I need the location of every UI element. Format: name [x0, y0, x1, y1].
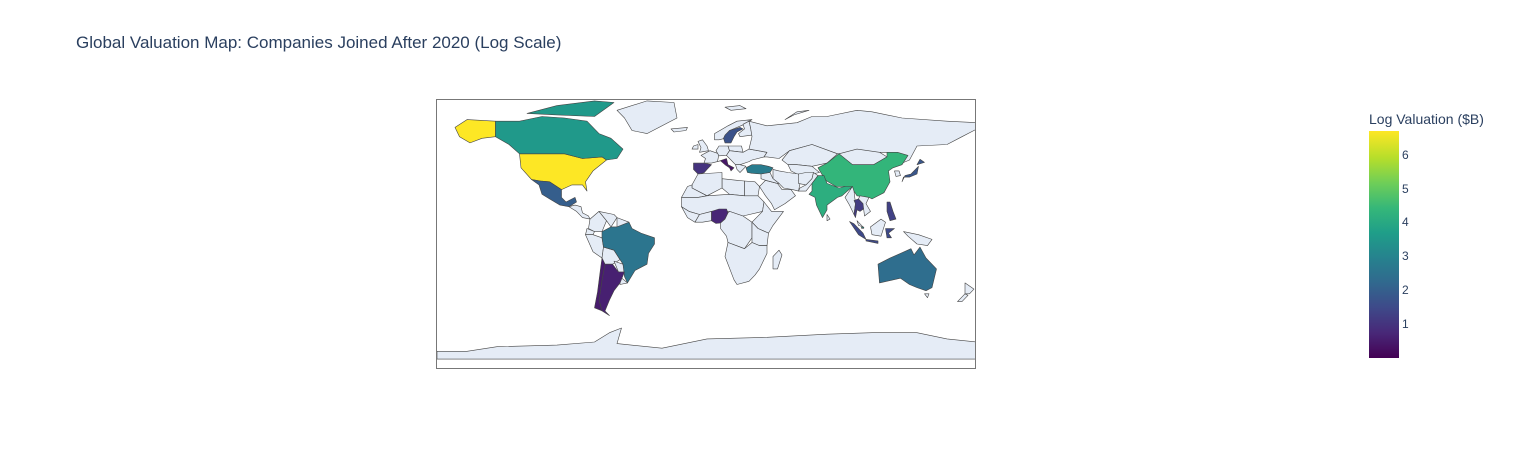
- country-alaska[interactable]: [454, 119, 496, 144]
- country-iceland: [670, 127, 688, 133]
- country-pakistan: [798, 172, 819, 192]
- country-hokkaido[interactable]: [916, 158, 925, 165]
- country-egypt: [744, 180, 760, 197]
- country-canada[interactable]: [495, 116, 624, 161]
- colorbar-tick-label: 3: [1402, 249, 1409, 264]
- colorbar-tick-label: 6: [1402, 147, 1409, 162]
- colorbar-tick-label: 4: [1402, 215, 1409, 230]
- colorbar-title: Log Valuation ($B): [1369, 111, 1484, 127]
- country-sulawesi[interactable]: [885, 228, 895, 239]
- colorbar-tick-label: 5: [1402, 181, 1409, 196]
- country-uk: [697, 139, 709, 153]
- country-balkans: [735, 164, 747, 173]
- country-singapore[interactable]: [861, 226, 865, 229]
- colorbar: [1369, 131, 1399, 358]
- country-australia[interactable]: [877, 246, 937, 291]
- country-peru: [585, 234, 604, 259]
- country-new-zealand-s: [957, 293, 969, 302]
- country-central-america: [568, 204, 591, 220]
- country-greenland: [616, 100, 678, 134]
- country-korea: [894, 170, 901, 177]
- country-southern-africa: [724, 242, 768, 285]
- colorbar-tick-label: 2: [1402, 283, 1409, 298]
- country-japan[interactable]: [901, 166, 919, 183]
- country-antarctica: [437, 327, 975, 360]
- country-ireland: [691, 144, 699, 150]
- country-venezuela: [598, 211, 618, 228]
- country-malaysia: [856, 220, 864, 228]
- country-new-zealand: [964, 282, 975, 295]
- country-indochina: [858, 195, 871, 217]
- country-france: [700, 150, 720, 164]
- country-mexico[interactable]: [531, 179, 577, 207]
- world-map[interactable]: [437, 100, 976, 369]
- map-frame[interactable]: [436, 99, 976, 369]
- country-borneo: [870, 218, 886, 237]
- country-brazil[interactable]: [601, 221, 655, 284]
- country-tasmania: [924, 293, 930, 298]
- country-united-states[interactable]: [519, 153, 607, 192]
- country-novaya-zemlya: [784, 110, 810, 120]
- colorbar-tick-label: 1: [1402, 317, 1409, 332]
- country-spain[interactable]: [693, 162, 712, 175]
- country-russia: [748, 110, 975, 164]
- country-iraq-syria: [760, 172, 780, 184]
- country-turkey[interactable]: [745, 164, 774, 175]
- country-eastern-europe: [726, 148, 768, 165]
- country-sri-lanka: [826, 214, 831, 221]
- country-madagascar: [772, 249, 783, 270]
- country-svalbard: [724, 105, 747, 111]
- country-libya-north: [721, 178, 745, 197]
- country-sumatra[interactable]: [849, 221, 867, 240]
- country-sweden[interactable]: [723, 127, 744, 144]
- country-new-guinea: [903, 231, 933, 246]
- country-chile[interactable]: [594, 257, 606, 312]
- country-canada-islands[interactable]: [526, 100, 615, 117]
- chart-title: Global Valuation Map: Companies Joined A…: [76, 33, 562, 52]
- country-philippines[interactable]: [886, 201, 897, 221]
- country-italy[interactable]: [717, 158, 735, 172]
- country-java[interactable]: [865, 239, 879, 244]
